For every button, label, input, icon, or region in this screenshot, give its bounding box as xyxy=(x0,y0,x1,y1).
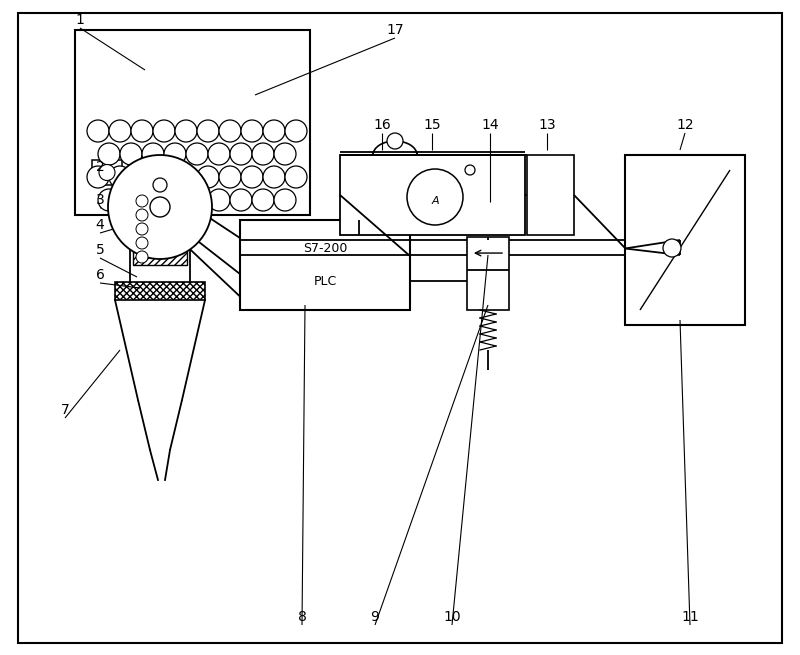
Circle shape xyxy=(150,197,170,217)
Circle shape xyxy=(98,143,120,165)
Circle shape xyxy=(252,143,274,165)
Bar xyxy=(75,30,310,215)
Text: 7: 7 xyxy=(61,403,70,417)
Circle shape xyxy=(109,166,131,188)
Bar xyxy=(340,155,525,235)
Circle shape xyxy=(387,133,403,149)
Circle shape xyxy=(142,189,164,211)
Circle shape xyxy=(274,143,296,165)
Bar xyxy=(527,155,574,235)
Text: 9: 9 xyxy=(370,610,379,624)
Text: S7-200: S7-200 xyxy=(303,242,347,255)
Text: 10: 10 xyxy=(443,610,461,624)
Circle shape xyxy=(230,189,252,211)
Text: 12: 12 xyxy=(676,118,694,132)
Text: A: A xyxy=(431,196,439,206)
Circle shape xyxy=(175,166,197,188)
Text: 13: 13 xyxy=(538,118,556,132)
Circle shape xyxy=(153,178,167,192)
Circle shape xyxy=(136,223,148,235)
Text: 14: 14 xyxy=(481,118,499,132)
Circle shape xyxy=(263,120,285,142)
Circle shape xyxy=(285,166,307,188)
Circle shape xyxy=(208,143,230,165)
Circle shape xyxy=(252,189,274,211)
Text: 3: 3 xyxy=(96,193,104,207)
Circle shape xyxy=(219,166,241,188)
Text: 4: 4 xyxy=(96,218,104,232)
Circle shape xyxy=(263,166,285,188)
Circle shape xyxy=(136,195,148,207)
Circle shape xyxy=(197,120,219,142)
Circle shape xyxy=(136,251,148,263)
Bar xyxy=(92,160,122,185)
Circle shape xyxy=(663,239,681,257)
Circle shape xyxy=(175,120,197,142)
Text: 17: 17 xyxy=(386,23,404,37)
Circle shape xyxy=(186,189,208,211)
Circle shape xyxy=(274,189,296,211)
Circle shape xyxy=(109,120,131,142)
Circle shape xyxy=(465,165,475,175)
Text: 2: 2 xyxy=(96,160,104,174)
Circle shape xyxy=(99,164,115,181)
Bar xyxy=(240,220,410,310)
Circle shape xyxy=(153,166,175,188)
Bar xyxy=(115,282,205,300)
Text: 11: 11 xyxy=(681,610,699,624)
Circle shape xyxy=(164,143,186,165)
Circle shape xyxy=(98,189,120,211)
Circle shape xyxy=(407,169,463,225)
Circle shape xyxy=(230,143,252,165)
Circle shape xyxy=(131,166,153,188)
Circle shape xyxy=(285,120,307,142)
Circle shape xyxy=(108,155,212,259)
Circle shape xyxy=(136,209,148,221)
Text: 6: 6 xyxy=(95,268,105,282)
Circle shape xyxy=(186,143,208,165)
Circle shape xyxy=(241,166,263,188)
Circle shape xyxy=(241,120,263,142)
Circle shape xyxy=(120,143,142,165)
Circle shape xyxy=(87,120,109,142)
Bar xyxy=(467,237,509,310)
Text: PLC: PLC xyxy=(314,274,337,288)
Bar xyxy=(625,155,745,325)
Bar xyxy=(133,190,187,265)
Text: 5: 5 xyxy=(96,243,104,257)
Circle shape xyxy=(120,189,142,211)
Text: 1: 1 xyxy=(75,13,85,27)
Circle shape xyxy=(131,120,153,142)
Circle shape xyxy=(136,237,148,249)
Circle shape xyxy=(197,166,219,188)
Circle shape xyxy=(87,166,109,188)
Text: 16: 16 xyxy=(373,118,391,132)
Circle shape xyxy=(153,120,175,142)
Circle shape xyxy=(164,189,186,211)
Text: 8: 8 xyxy=(298,610,306,624)
Circle shape xyxy=(219,120,241,142)
Text: 15: 15 xyxy=(423,118,441,132)
Circle shape xyxy=(208,189,230,211)
Circle shape xyxy=(142,143,164,165)
